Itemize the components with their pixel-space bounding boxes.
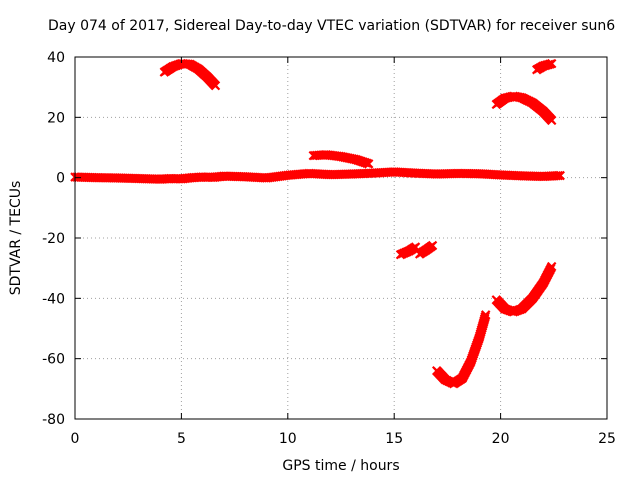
- x-tick-label: 25: [598, 431, 616, 447]
- y-tick-label: -40: [42, 291, 65, 307]
- data-point: [363, 159, 374, 169]
- data-point: [210, 80, 221, 91]
- data-point: [555, 170, 565, 181]
- data-point: [546, 261, 557, 272]
- series-segment-a: [395, 242, 421, 260]
- data-series: [70, 58, 565, 389]
- y-tick-label: -20: [42, 231, 65, 247]
- series-arc-right-lower: [491, 261, 557, 317]
- data-point: [546, 115, 557, 126]
- series-baseline: [70, 167, 565, 184]
- x-tick-label: 20: [492, 431, 510, 447]
- y-tick-label: -80: [42, 412, 65, 428]
- series-segment-b: [414, 240, 438, 259]
- x-tick-label: 10: [279, 431, 297, 447]
- data-point: [546, 58, 557, 69]
- y-tick-label: 20: [47, 110, 65, 126]
- chart-title: Day 074 of 2017, Sidereal Day-to-day VTE…: [48, 18, 616, 34]
- data-point: [553, 170, 564, 181]
- series-arc-top-left: [159, 58, 221, 91]
- x-tick-label: 15: [385, 431, 403, 447]
- y-axis-label: SDTVAR / TECUs: [8, 180, 24, 296]
- series-arc-right-top: [531, 58, 557, 75]
- data-point: [480, 310, 491, 320]
- grid-lines: [75, 57, 607, 419]
- y-tick-label: 40: [47, 50, 65, 66]
- x-tick-label: 0: [71, 431, 80, 447]
- series-arc-right-upper: [491, 91, 557, 126]
- axis-ticks: 0 5 10 15 20 25 -80 -60 -40 -20 0 20 40: [42, 50, 616, 447]
- y-tick-label: 0: [56, 171, 65, 187]
- data-point: [427, 240, 438, 251]
- series-arc-bottom: [431, 310, 491, 389]
- y-tick-label: -60: [42, 352, 65, 368]
- series-arc-mid: [308, 149, 374, 169]
- x-tick-label: 5: [177, 431, 186, 447]
- x-axis-label: GPS time / hours: [282, 458, 400, 474]
